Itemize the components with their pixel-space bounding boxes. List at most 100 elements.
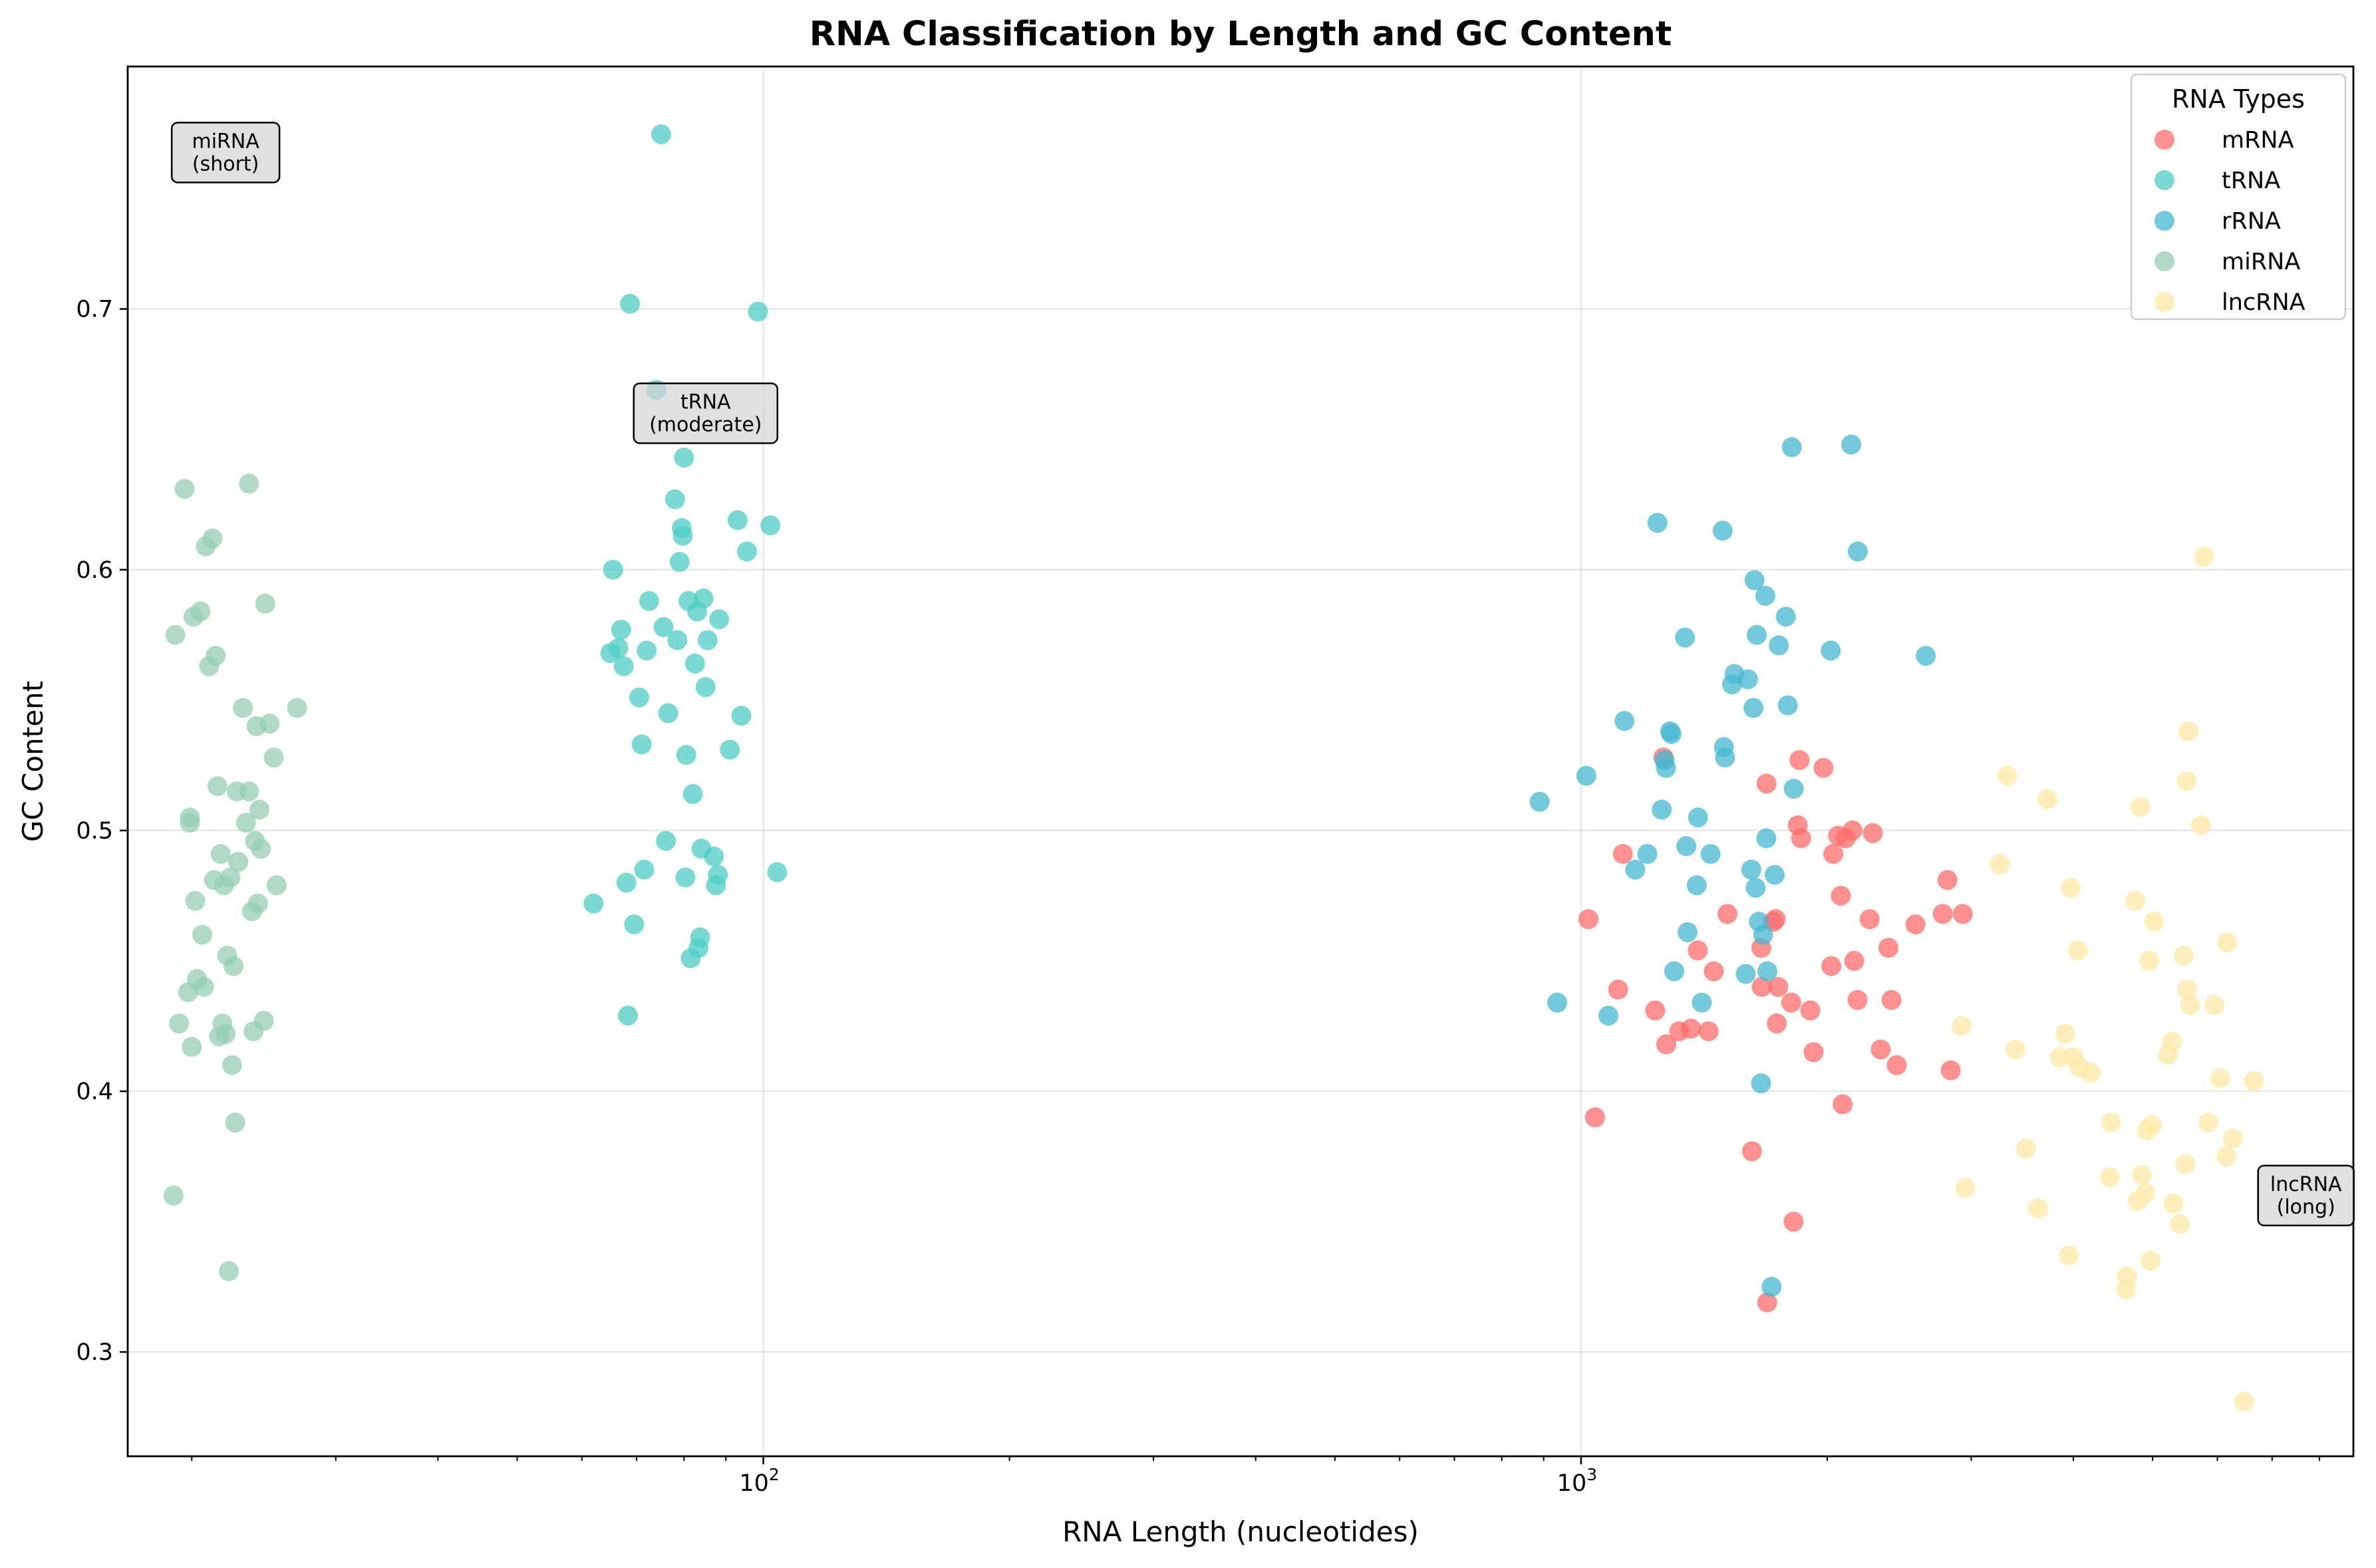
data-point: [675, 867, 696, 888]
y-axis-label: GC Content: [17, 681, 49, 842]
data-point: [1744, 570, 1765, 590]
legend-label: tRNA: [2222, 168, 2280, 194]
data-point: [1764, 864, 1785, 885]
data-point: [682, 784, 703, 805]
annotation-text: lncRNA: [2270, 1173, 2342, 1196]
data-point: [1688, 940, 1708, 961]
data-point: [1747, 624, 1767, 645]
data-point: [697, 630, 718, 650]
data-point: [2178, 721, 2198, 741]
data-point: [255, 593, 275, 614]
data-point: [1932, 904, 1953, 924]
data-point: [1676, 836, 1697, 856]
data-point: [1681, 1018, 1702, 1039]
legend-item-tRNA[interactable]: tRNA: [2154, 168, 2280, 194]
data-point: [2125, 890, 2145, 911]
annotation-background: [2257, 1164, 2355, 1227]
legend-item-rRNA[interactable]: rRNA: [2154, 208, 2281, 235]
data-point: [2190, 815, 2211, 836]
data-point: [727, 510, 748, 531]
data-point: [287, 698, 307, 718]
legend-title: RNA Types: [2172, 84, 2305, 114]
data-point: [253, 1011, 274, 1031]
data-point: [1781, 437, 1802, 457]
legend-item-mRNA[interactable]: mRNA: [2154, 127, 2294, 154]
data-point: [1576, 765, 1596, 786]
data-point: [695, 677, 716, 698]
data-point: [708, 864, 728, 885]
legend-item-miRNA[interactable]: miRNA: [2154, 249, 2300, 275]
data-point: [624, 914, 645, 935]
data-point: [658, 703, 678, 723]
data-point: [653, 617, 674, 638]
legend[interactable]: RNA Types mRNA tRNA rRNA miRNA lncRNA: [2130, 73, 2347, 321]
data-point: [1783, 779, 1804, 799]
legend-frame: [2130, 73, 2347, 321]
data-point: [690, 927, 710, 948]
data-point: [1637, 844, 1658, 864]
data-point: [1529, 791, 1550, 812]
data-point: [2059, 1245, 2079, 1266]
data-point: [1745, 878, 1766, 898]
data-point: [1777, 695, 1798, 716]
data-point: [2194, 547, 2214, 567]
y-tick-label: 0.3: [76, 1339, 113, 1366]
data-point: [620, 293, 641, 314]
data-point: [1791, 828, 1811, 849]
annotation-box: miRNA(short): [170, 122, 281, 184]
data-point: [2139, 950, 2159, 971]
data-point: [667, 630, 688, 650]
data-point: [174, 479, 195, 499]
annotation-background: [170, 122, 281, 184]
data-point: [247, 893, 268, 914]
data-point: [1823, 844, 1843, 864]
data-point: [2005, 1039, 2026, 1060]
data-point: [1584, 1107, 1605, 1128]
data-point: [233, 698, 253, 718]
x-tick-label: 102: [739, 1465, 779, 1497]
data-point: [583, 893, 604, 914]
data-point: [216, 1023, 236, 1044]
data-point: [1765, 909, 1786, 930]
data-point: [1656, 1034, 1676, 1055]
data-point: [259, 714, 280, 734]
data-point: [1847, 989, 1868, 1010]
data-point: [1813, 757, 1834, 778]
data-point: [693, 588, 714, 608]
data-point: [613, 656, 634, 676]
data-point: [2216, 1146, 2236, 1167]
data-point: [767, 862, 788, 882]
annotation-text: (short): [192, 152, 259, 176]
series-rRNA: [1529, 434, 1936, 1297]
data-point: [1751, 977, 1772, 997]
data-point: [2117, 1266, 2137, 1287]
data-point: [2176, 771, 2197, 791]
legend-item-lncRNA[interactable]: lncRNA: [2154, 289, 2305, 316]
y-tick-label: 0.6: [76, 557, 113, 584]
data-point: [748, 301, 768, 322]
data-point: [1841, 434, 1862, 455]
data-point: [1751, 1073, 1771, 1094]
data-point: [1757, 1292, 1777, 1313]
data-point: [210, 844, 231, 864]
legend-label: lncRNA: [2222, 289, 2305, 316]
data-point: [1821, 956, 1842, 976]
legend-marker: [2154, 211, 2174, 231]
data-point: [2170, 1214, 2190, 1235]
data-point: [637, 640, 657, 661]
data-point: [611, 619, 631, 640]
annotation-text: tRNA: [680, 391, 731, 414]
axis-ticks: 0.3 0.4 0.5 0.6 0.7 102 103: [76, 297, 2321, 1497]
data-point: [2135, 1182, 2156, 1203]
data-point: [760, 515, 781, 536]
data-point: [2210, 1068, 2230, 1089]
data-point: [180, 807, 200, 828]
data-point: [251, 839, 271, 859]
data-point: [2223, 1128, 2244, 1148]
data-point: [1862, 823, 1883, 843]
data-point: [1578, 909, 1598, 930]
data-point: [2163, 1193, 2184, 1214]
annotation-box: tRNA(moderate): [633, 382, 779, 444]
annotation-box: lncRNA(long): [2257, 1164, 2355, 1227]
data-point: [1692, 992, 1712, 1013]
